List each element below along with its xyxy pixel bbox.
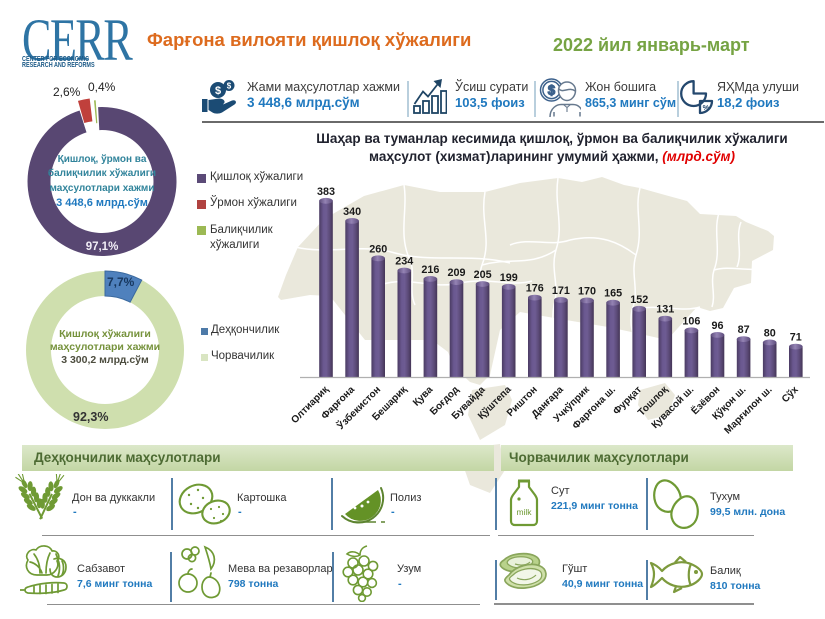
- svg-text:80: 80: [764, 327, 776, 339]
- svg-text:71: 71: [790, 332, 802, 344]
- svg-text:$: $: [548, 84, 555, 98]
- svg-text:170: 170: [578, 285, 596, 297]
- svg-text:171: 171: [552, 285, 570, 297]
- svg-text:96: 96: [711, 320, 723, 332]
- svg-text:Марғилон ш.: Марғилон ш.: [723, 384, 775, 436]
- svg-text:Сўх: Сўх: [779, 383, 801, 405]
- svg-text:260: 260: [369, 243, 387, 255]
- svg-text:205: 205: [474, 269, 492, 281]
- svg-text:%: %: [703, 103, 710, 112]
- svg-text:340: 340: [343, 206, 361, 218]
- svg-text:199: 199: [500, 272, 518, 284]
- svg-text:87: 87: [738, 324, 750, 336]
- svg-text:176: 176: [526, 283, 544, 295]
- svg-text:152: 152: [630, 294, 648, 306]
- svg-text:165: 165: [604, 288, 622, 300]
- svg-text:106: 106: [682, 315, 700, 327]
- svg-text:383: 383: [317, 186, 335, 198]
- svg-text:$: $: [215, 85, 221, 97]
- svg-text:209: 209: [447, 267, 465, 279]
- svg-text:$: $: [227, 82, 232, 91]
- svg-text:234: 234: [395, 256, 413, 268]
- svg-text:milk: milk: [516, 507, 532, 517]
- svg-text:216: 216: [421, 264, 439, 276]
- svg-text:131: 131: [656, 304, 674, 316]
